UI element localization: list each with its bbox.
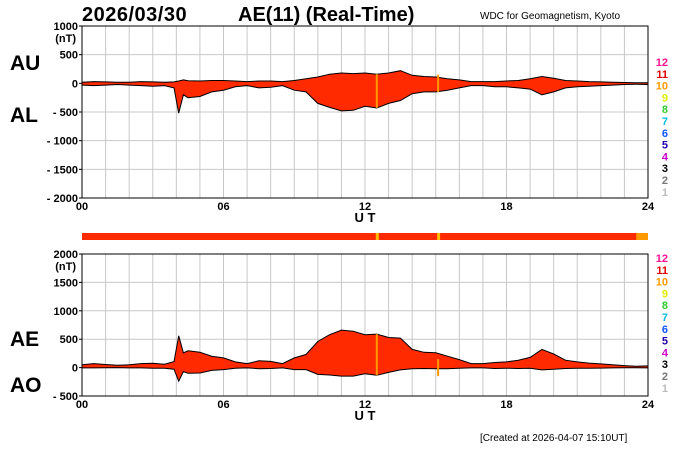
legend-entry-3: 3 <box>662 359 668 371</box>
x-tick-label: 24 <box>642 201 655 213</box>
legend-entry-6: 6 <box>662 324 668 336</box>
legend-entry-11: 11 <box>656 265 668 277</box>
chart-title: AE(11) (Real-Time) <box>238 4 415 26</box>
ae-ao-panel: 2000 1500 1000 500 0 - 500 (nT) 00 06 12 18 24 U T <box>53 249 655 423</box>
ao-label: AO <box>10 374 42 397</box>
legend-entry-8: 8 <box>662 104 668 116</box>
y-tick-label: 1000 <box>54 21 78 33</box>
legend-entry-8: 8 <box>662 300 668 312</box>
series-line-al <box>81 83 649 114</box>
y-tick-label: 500 <box>60 50 78 62</box>
x-tick-label: 06 <box>217 399 229 411</box>
series-line-ao <box>82 367 649 383</box>
status-bar-fill <box>82 233 648 240</box>
legend-entry-10: 10 <box>656 81 668 93</box>
legend-entry-3: 3 <box>662 163 668 175</box>
legend-entry-2: 2 <box>662 175 668 187</box>
y-unit-label: (nT) <box>55 261 76 273</box>
legend-entry-7: 7 <box>662 312 668 324</box>
legend-entry-1: 1 <box>662 187 668 199</box>
y-tick-label: - 500 <box>53 391 78 403</box>
legend-entry-9: 9 <box>662 92 668 104</box>
chart-date: 2026/03/30 <box>82 4 188 26</box>
y-tick-label: - 500 <box>53 107 78 119</box>
status-bar-marker <box>636 233 648 240</box>
legend-entry-9: 9 <box>662 288 668 300</box>
legend-entry-12: 12 <box>656 253 668 265</box>
y-tick-label: 0 <box>72 78 78 90</box>
y-tick-label: 2000 <box>54 249 78 261</box>
y-tick-label: - 1500 <box>47 164 78 176</box>
legend-entry-5: 5 <box>662 336 668 348</box>
legend-entry-5: 5 <box>662 140 668 152</box>
legend-entry-7: 7 <box>662 116 668 128</box>
status-bar-marker <box>437 233 441 240</box>
status-bar <box>82 233 648 240</box>
y-tick-label: 1500 <box>54 277 78 289</box>
data-source: WDC for Geomagnetism, Kyoto <box>480 11 621 22</box>
x-tick-label: 00 <box>76 201 88 213</box>
x-tick-label: 24 <box>642 399 655 411</box>
ae-label: AE <box>10 328 40 351</box>
plot-frame <box>81 253 649 397</box>
area-fill <box>82 330 648 382</box>
au-label: AU <box>10 52 41 75</box>
legend-entry-4: 4 <box>662 151 669 163</box>
created-timestamp: [Created at 2026-04-07 15:10UT] <box>480 433 628 444</box>
legend-entry-2: 2 <box>662 371 668 383</box>
series-line-au <box>81 70 648 84</box>
x-tick-label: 18 <box>500 201 512 213</box>
series-line-ae <box>81 329 649 367</box>
au-al-panel: 1000 500 0 - 500 - 1000 - 1500 - 2000 (nT) 00 06 1… <box>47 21 655 225</box>
legend-entry-4: 4 <box>662 347 669 359</box>
legend-entry-6: 6 <box>662 128 668 140</box>
legend-entry-12: 12 <box>656 57 668 69</box>
al-label: AL <box>10 104 38 127</box>
x-tick-label: 12 <box>359 399 371 411</box>
y-tick-label: 500 <box>60 334 78 346</box>
x-tick-label: 18 <box>500 399 512 411</box>
y-tick-label: 1000 <box>54 306 78 318</box>
legend-entry-11: 11 <box>656 69 668 81</box>
x-tick-label: 12 <box>359 201 371 213</box>
x-axis-label: U T <box>355 408 376 423</box>
y-tick-label: - 1000 <box>47 136 78 148</box>
legend-entry-10: 10 <box>656 277 668 289</box>
x-axis-label: U T <box>355 210 376 225</box>
y-unit-label: (nT) <box>55 33 76 45</box>
legend-entry-1: 1 <box>662 383 668 395</box>
x-tick-label: 06 <box>217 201 229 213</box>
x-tick-label: 00 <box>76 399 88 411</box>
y-tick-label: - 2000 <box>47 193 78 205</box>
status-bar-marker <box>375 233 379 240</box>
y-tick-label: 0 <box>72 363 78 375</box>
